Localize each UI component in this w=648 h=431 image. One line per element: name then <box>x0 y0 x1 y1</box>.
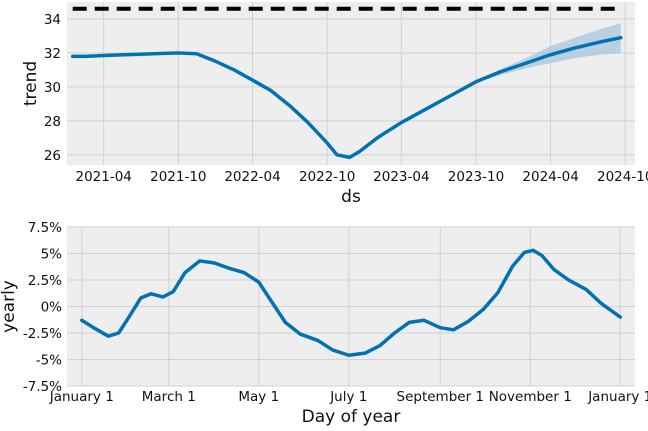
yearly-x-tick-label: March 1 <box>142 389 196 405</box>
yearly-x-tick-label: January 1 <box>49 389 114 405</box>
yearly-y-tick-label: 5% <box>41 247 63 263</box>
yearly-y-tick-label: 2.5% <box>28 273 62 289</box>
yearly-x-tick-label: January 1 <box>587 389 648 405</box>
trend-x-tick-label: 2022-10 <box>299 169 355 185</box>
trend-y-tick-label: 28 <box>44 114 61 130</box>
yearly-panel: January 1 March 1 May 1 July 1 September 1 No… <box>0 220 648 427</box>
trend-y-tick-label: 26 <box>44 148 61 164</box>
yearly-y-tick-label: -5% <box>36 353 62 369</box>
trend-plot-area <box>67 2 635 165</box>
trend-series-line <box>70 35 623 160</box>
trend-panel: 2021-04 2021-10 2022-04 2022-10 2023-04 2023-… <box>21 2 648 207</box>
trend-x-tick-label: 2022-04 <box>224 169 280 185</box>
yearly-y-tick-label: 7.5% <box>28 220 62 236</box>
trend-y-tick-label: 34 <box>44 12 61 28</box>
trend-y-axis-label: trend <box>21 61 41 106</box>
trend-x-axis-label: ds <box>341 187 361 207</box>
trend-x-tick-label: 2024-10 <box>597 169 648 185</box>
yearly-series-line <box>80 248 622 358</box>
trend-y-tick-label: 32 <box>44 46 61 62</box>
trend-x-tick-label: 2023-04 <box>373 169 429 185</box>
trend-x-tick-label: 2021-04 <box>75 169 131 185</box>
yearly-x-axis-label: Day of year <box>302 407 401 427</box>
yearly-y-tick-label: -2.5% <box>23 326 62 342</box>
yearly-x-tick-label: November 1 <box>489 389 572 405</box>
trend-x-tick-label: 2023-10 <box>448 169 504 185</box>
yearly-x-tick-label: July 1 <box>329 389 367 405</box>
yearly-x-tick-label: May 1 <box>238 389 279 405</box>
yearly-y-tick-label: 0% <box>41 300 63 316</box>
yearly-x-tick-label: September 1 <box>397 389 485 405</box>
trend-x-tick-label: 2024-04 <box>522 169 578 185</box>
yearly-y-tick-label: -7.5% <box>23 379 62 395</box>
trend-x-tick-label: 2021-10 <box>150 169 206 185</box>
yearly-y-axis-label: yearly <box>0 280 19 333</box>
trend-y-tick-label: 30 <box>44 80 61 96</box>
